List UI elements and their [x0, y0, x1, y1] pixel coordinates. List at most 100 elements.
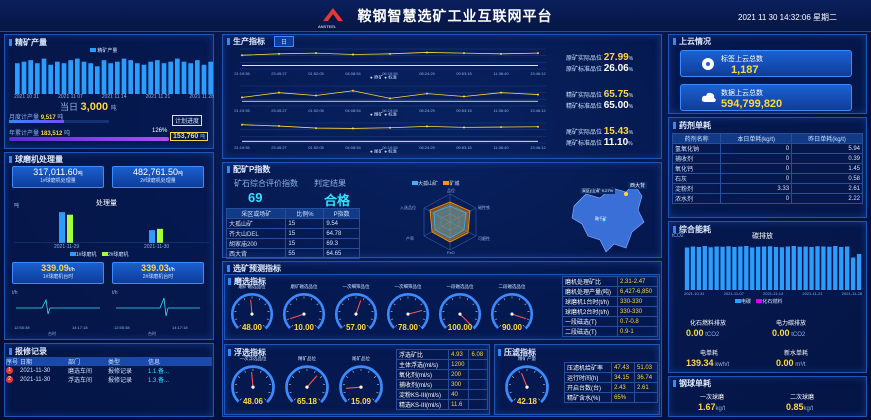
alarm-header-cell: 信息 — [148, 360, 161, 366]
mill2-bar — [67, 214, 73, 243]
actual-point — [426, 92, 428, 95]
time-tick-label: 23:45:27 — [271, 108, 287, 113]
throughput-legend: 1#球磨机 2#球磨机 — [70, 251, 129, 258]
filter-cell: 运行时间(h) — [563, 372, 613, 383]
forecast-title: 选矿预测指标 — [227, 263, 281, 274]
gauge-tick — [314, 370, 316, 373]
time-tick-label: 08:24:29 — [419, 108, 435, 113]
throughput-chart-title: 处理量 — [96, 200, 117, 207]
flot-cell: 淀粉KS-III(ml/s) — [395, 389, 450, 400]
gauge-tick — [264, 303, 267, 306]
time-tick-label: 11:36:40 — [493, 108, 509, 113]
mill1-value: 317,011.60 — [33, 167, 78, 177]
ore-cell: 西大背 — [225, 248, 287, 259]
gauge-tick — [524, 303, 527, 306]
monthly-label: 月度计产量 — [9, 115, 40, 121]
concentrate-bar — [195, 60, 200, 94]
gauge-tick — [445, 303, 448, 306]
carbon-bar — [732, 247, 737, 290]
gauge-hub — [458, 312, 462, 316]
tail-grade-values: 尾矿实际品位 15.43% 尾矿标准品位 11.10% — [566, 126, 658, 148]
concentrate-bar — [81, 61, 87, 94]
actual-point — [278, 52, 280, 55]
reagent-cell: 0 — [720, 153, 793, 164]
reagent-row: 氧化钙 0 1.45 — [671, 163, 863, 174]
grinding-table: 磨机处理矿比 2.31-2.47 磨机处理产量(吨) 6,427-6,850 球磨机… — [561, 276, 658, 337]
alarm-type: 报修记录 — [108, 378, 133, 384]
time-tick-label: 08:24:29 — [419, 145, 435, 150]
carbon-bar — [696, 247, 701, 290]
concentrate-bar — [115, 61, 120, 94]
gauge-tick — [518, 370, 520, 373]
today-unit: 吨 — [110, 106, 117, 112]
concentrate-bar — [128, 60, 133, 94]
gauge-tick — [352, 370, 354, 373]
gauge-tick — [414, 298, 417, 301]
concentrate-bar — [35, 63, 40, 94]
gauge-tick — [526, 318, 529, 320]
grind-row: 球磨机2台时(t/h) 330-330 — [561, 306, 658, 317]
gauge-arc — [386, 293, 430, 336]
yearly-value: 183,512 — [40, 131, 63, 137]
concentrate-bar — [61, 63, 67, 94]
grind-row: 一段磁选(T) 0.7-0.8 — [561, 316, 658, 327]
alarm-row[interactable]: 1 2021-11-30 磨选车间 报修记录 1.1.备... — [6, 366, 212, 375]
carbon-x-label: 2021-11-14 — [763, 291, 784, 296]
time-tick-label: 04:08:54 — [345, 71, 361, 76]
concentrate-bar — [141, 64, 147, 94]
tag-upload-label: 标签上云总数 — [721, 56, 763, 63]
actual-point — [537, 125, 539, 128]
production-tab-day[interactable]: 日 — [274, 36, 295, 47]
gauge-tick — [347, 398, 350, 401]
ore-judge-value: 合格 — [324, 193, 351, 208]
time-tick-label: 01:52:05 — [308, 108, 324, 113]
concentrate-bar — [121, 58, 127, 94]
fossil-value: 0.00 — [686, 328, 704, 338]
mill1-rate: 339.09t/h 1#球磨机台时 — [12, 262, 104, 284]
gauge-tick — [345, 376, 349, 378]
actual-point — [537, 93, 539, 96]
carbon-x-label: 2021-11-28 — [841, 291, 862, 296]
gauge-tick — [420, 303, 423, 306]
time-tick-label: 04:08:54 — [345, 145, 361, 150]
carbon-chart-title: 碳排放 — [752, 233, 773, 240]
flotation-gauge: 精矿品位 65.18 — [280, 356, 334, 412]
grinding-gauges: 磨矿磁选品位 48.00 磨矿磁选品位 10.00 一次细筛品位 57.00 一次细筛品位 7… — [226, 284, 556, 338]
carbon-bar — [690, 246, 696, 290]
gauge-needle — [521, 372, 528, 388]
gauge-tick — [341, 303, 344, 306]
gauge-tick — [289, 391, 292, 394]
raw-actual-unit: % — [628, 56, 634, 62]
concentrate-bar — [188, 63, 193, 94]
ore-table: 采区或场矿 比例% P指数 大孤山矿 15 9.54 齐大山DEL 15 64.78 胡家庙… — [225, 208, 360, 259]
carbon-bar — [773, 247, 779, 290]
alarm-info-link[interactable]: 1.3.备... — [148, 378, 170, 384]
gauge-tick — [235, 391, 238, 394]
alarm-info-link[interactable]: 1.1.备... — [148, 369, 170, 375]
concentrate-bar — [21, 61, 27, 94]
mill1-rate-value: 339.09 — [41, 263, 69, 273]
gauge-needle — [345, 386, 362, 389]
filter-cell: 36.74 — [634, 372, 658, 383]
alarm-row[interactable]: 2 2021-11-30 浮选车间 报修记录 1.3.备... — [6, 375, 212, 384]
actual-point — [352, 127, 354, 130]
tail-std-label: 尾矿标准品位 — [566, 141, 603, 147]
concentrate-bar — [201, 64, 207, 94]
time-tick-label: 21:19:55 — [234, 145, 250, 150]
monthly-progress-fill — [9, 120, 64, 123]
gauge-hub — [305, 385, 309, 389]
filter-row: 开启台数(台) 2.43 2.61 — [563, 382, 658, 393]
concentrate-bar — [88, 63, 93, 94]
gauge-dial — [230, 293, 274, 336]
ore-cell: 15 — [285, 218, 325, 229]
conc-actual-unit: % — [628, 93, 634, 99]
elec-unit: tCO2 — [791, 332, 806, 338]
reagent-cell: 0 — [720, 193, 793, 204]
gauge-tick — [316, 303, 319, 306]
grind-cell: 6,427-6,850 — [617, 286, 658, 297]
gauge-tick — [237, 303, 240, 306]
carbon-legend2: 化石燃料 — [762, 299, 783, 305]
gauge-tick — [295, 298, 298, 301]
datetime: 2021 11 30 14:32:06 星期二 — [738, 13, 838, 22]
filter-cell: 51.03 — [634, 362, 658, 373]
